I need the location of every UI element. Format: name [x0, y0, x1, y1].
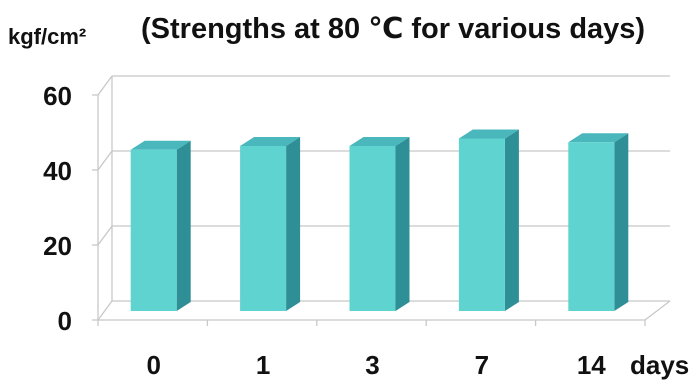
bar-top: [240, 137, 301, 146]
bar-side: [614, 133, 629, 311]
axes: [97, 76, 671, 326]
x-axis-label: days: [630, 350, 689, 380]
bar-top: [130, 140, 191, 150]
bar-side: [504, 129, 519, 311]
floor-right-edge: [644, 300, 671, 321]
bar-side: [286, 137, 301, 311]
x-tick-label: 0: [146, 350, 160, 380]
gridline-slant-20: [97, 225, 113, 246]
bar-top: [458, 129, 519, 139]
y-tick-label: 0: [58, 306, 72, 336]
y-tick-labels: 0 20 40 60: [43, 81, 72, 336]
y-tick-label: 60: [43, 81, 72, 111]
bar-side: [176, 140, 191, 311]
x-tick-labels: 0 1 3 7 14: [146, 350, 606, 380]
bar-front: [130, 149, 177, 311]
bar-3: [349, 137, 410, 311]
bar-front: [240, 146, 287, 311]
x-tick-label: 7: [475, 350, 489, 380]
bar-top: [349, 137, 410, 146]
bar-front: [349, 146, 396, 311]
bar-7: [458, 129, 519, 311]
y-tick-label: 40: [43, 156, 72, 186]
y-axis-label: kgf/cm²: [8, 24, 86, 49]
bar-front: [458, 138, 505, 311]
bar-1: [240, 137, 301, 311]
bar-14: [568, 133, 629, 311]
gridline-slant-0: [97, 300, 113, 321]
x-tick-label: 3: [365, 350, 379, 380]
bars: [130, 129, 629, 311]
gridline-slant-40: [97, 150, 113, 171]
bar-0: [130, 140, 191, 311]
gridline-slant-60: [97, 75, 113, 96]
chart-title: (Strengths at 80 ℃ for various days): [141, 13, 645, 45]
y-tick-label: 20: [43, 231, 72, 261]
bar-top: [568, 133, 629, 143]
x-tick-label: 14: [577, 350, 606, 380]
x-tick-label: 1: [256, 350, 270, 380]
bar-side: [395, 137, 410, 311]
bar-front: [568, 142, 615, 311]
